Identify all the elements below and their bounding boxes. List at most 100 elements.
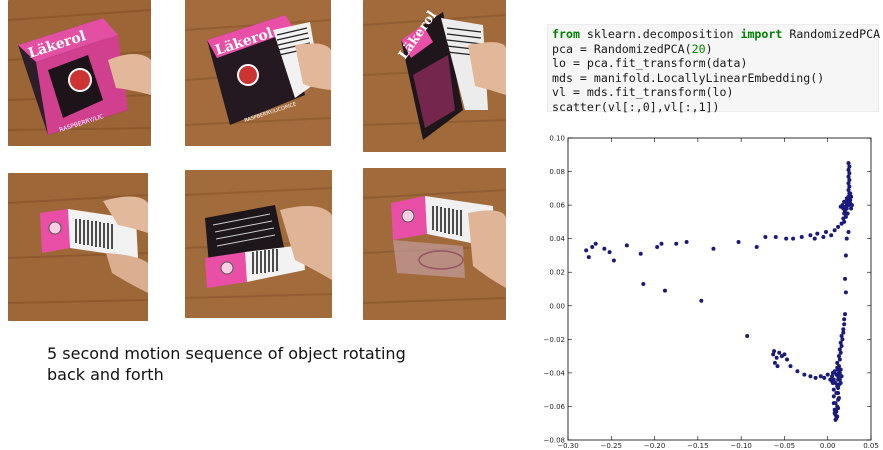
scatter-point [844,206,849,211]
scatter-point [754,245,759,250]
scatter-point [829,233,834,238]
scatter-point [795,369,800,374]
scatter-point [848,191,853,196]
code-number: 20 [691,41,706,56]
code-line-6: scatter(vl[:,0],vl[:,1]) [552,99,720,114]
scatter-point [791,236,796,241]
x-tick-label: −0.15 [687,442,708,450]
code-line-3: lo = pca.fit_transform(data) [552,56,748,70]
scatter-point [782,352,787,357]
scatter-point [711,246,716,251]
plot-frame [567,137,872,441]
code-line-1: from sklearn.decomposition import Random… [552,27,880,42]
photo-frame-4 [8,173,148,321]
scatter-point [841,330,846,335]
scatter-point [837,347,842,352]
photo-frame-5-image [185,170,332,318]
scatter-point [836,354,841,359]
scatter-point [846,188,851,193]
scatter-point [808,233,813,238]
photo-frame-6 [363,168,506,320]
photo-frame-1-image: Läkerol RASPBERRY/LIC [8,0,151,146]
photo-frame-3: Läkerol [363,0,506,152]
y-tick-label: −0.04 [544,369,566,377]
y-tick-label: 0.00 [549,302,565,310]
scatter-point [638,251,643,256]
scatter-point [843,276,848,281]
scatter-point [815,231,820,236]
scatter-point [843,214,848,219]
scatter-point [837,357,842,362]
scatter-point [838,380,843,385]
scatter-point [836,396,841,401]
scatter-point [832,228,837,233]
scatter-point [836,385,841,390]
scatter-point [847,184,852,189]
photo-frame-2-image: Läkerol RASPBERRY/LICORICE [185,0,331,146]
x-tick-label: 0.00 [820,442,836,450]
photo-frame-2: Läkerol RASPBERRY/LICORICE [185,0,331,146]
scatter-point [808,374,813,379]
caption-text: 5 second motion sequence of object rotat… [47,344,406,384]
scatter-point [655,245,660,250]
scatter-point [775,364,780,369]
scatter-point [834,409,839,414]
scatter-point [830,379,835,384]
code-line-4: mds = manifold.LocallyLinearEmbedding() [552,70,825,85]
scatter-point [813,375,818,380]
y-tick-label: 0.04 [549,235,565,243]
scatter-plot-svg: −0.30 −0.25 −0.20 −0.15 −0.10 −0.05 0.00 0.05 0.… [544,135,879,450]
y-tick-label: 0.06 [549,202,565,210]
scatter-point [777,350,782,355]
scatter-point [674,241,679,246]
scatter-point [745,333,750,338]
scatter-point [699,298,704,303]
scatter-point [847,164,852,169]
scatter-point [849,203,854,208]
scatter-point [763,234,768,239]
code-line-2: pca = RandomizedPCA(20) [552,42,874,57]
scatter-point [684,240,689,245]
y-tick-label: −0.08 [544,437,565,445]
scatter-point [586,255,591,260]
scatter-point [841,327,846,332]
scatter-point [837,370,842,375]
scatter-point [849,206,854,211]
scatter-point [830,374,835,379]
scatter-point [611,258,616,263]
photo-frame-3-image: Läkerol [363,0,506,152]
scatter-point [849,194,854,199]
scatter-point [802,372,807,377]
scatter-point [641,281,646,286]
scatter-point [838,340,843,345]
scatter-point [838,350,843,355]
y-tick-label: 0.02 [549,269,565,277]
scatter-point [584,248,589,253]
y-tick-label: 0.08 [549,168,565,176]
scatter-point [590,245,595,250]
scatter-point [785,357,790,362]
code-text: ) [705,41,713,56]
scatter-point [833,380,838,385]
scatter-point [835,414,840,419]
code-line-5: vl = mds.fit_transform(lo) [552,85,734,99]
scatter-point [772,360,777,365]
scatter-point [847,171,852,176]
scatter-chart: −0.30 −0.25 −0.20 −0.15 −0.10 −0.05 0.00 0.05 0.… [535,128,883,450]
scatter-point [845,211,850,216]
scatter-point [773,234,778,239]
scatter-point [847,177,852,182]
scatter-point [846,181,851,186]
scatter-point [812,236,817,241]
scatter-point [823,229,828,234]
x-tick-label: −0.05 [774,442,795,450]
scatter-point [843,290,848,295]
scatter-point [837,377,842,382]
x-tick-label: −0.25 [601,442,622,450]
scatter-point [835,365,840,370]
scatter-point [839,333,844,338]
scatter-point [821,234,826,239]
photo-frame-6-image [363,168,506,320]
scatter-point [840,337,845,342]
scatter-point [818,374,823,379]
